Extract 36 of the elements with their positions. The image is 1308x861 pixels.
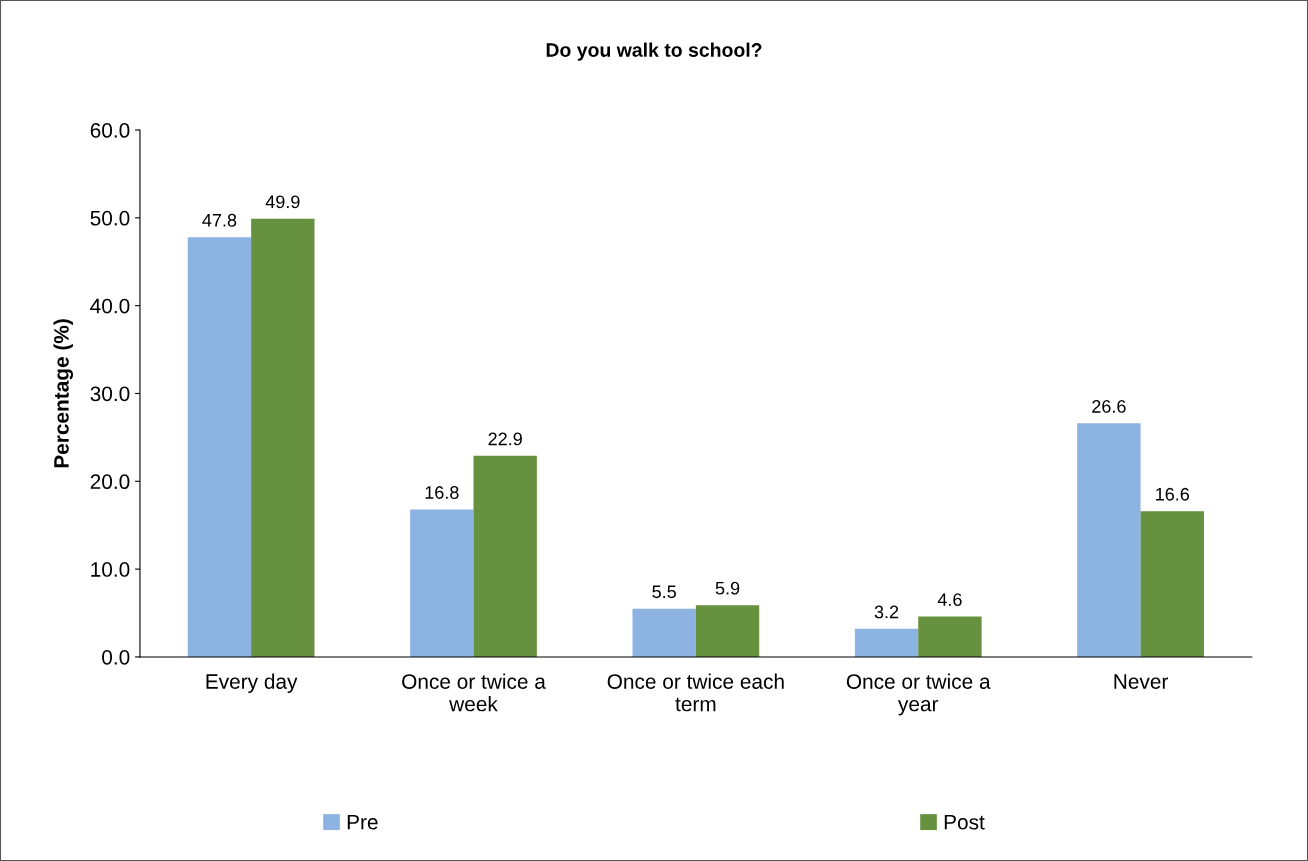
bar [251,218,315,657]
x-tick-label: Once or twice a week [402,673,546,712]
legend-label: Post [944,814,985,830]
bar [1077,423,1141,657]
chart-title: Do you walk to school? [546,42,762,61]
data-label: 5.9 [715,581,740,595]
data-label: 3.2 [874,605,899,619]
x-tick-label: Never [1114,674,1169,689]
legend-label: Pre [347,814,378,830]
y-tick-label: 40.0 [90,298,130,314]
data-label: 22.9 [488,432,522,446]
x-tick-label: Once or twice a year [846,673,991,716]
data-label: 16.8 [425,486,459,499]
y-tick-label: 10.0 [91,562,130,577]
x-tick-label: Every day [206,673,298,694]
bar [1140,511,1204,657]
bar [473,455,537,657]
bar [632,608,696,657]
data-label: 5.5 [652,585,676,599]
x-tick-label: Once or twice each term [607,673,784,712]
data-label: 49.9 [265,195,300,209]
y-tick-label: 20.0 [90,474,130,490]
bar [187,237,252,657]
y-tick-label: 30.0 [90,386,130,402]
bar [695,605,760,657]
data-label: 16.6 [1156,487,1190,501]
bar [854,628,919,657]
data-label: 47.8 [202,213,237,227]
bar [410,509,474,657]
y-axis-title: Percentage (%) [53,319,74,468]
y-tick-label: 0.0 [102,649,130,665]
data-label: 4.6 [937,593,962,607]
data-label: 26.6 [1092,400,1126,413]
bar [918,616,982,657]
y-tick-label: 60.0 [90,123,130,138]
y-tick-label: 50.0 [90,210,130,226]
